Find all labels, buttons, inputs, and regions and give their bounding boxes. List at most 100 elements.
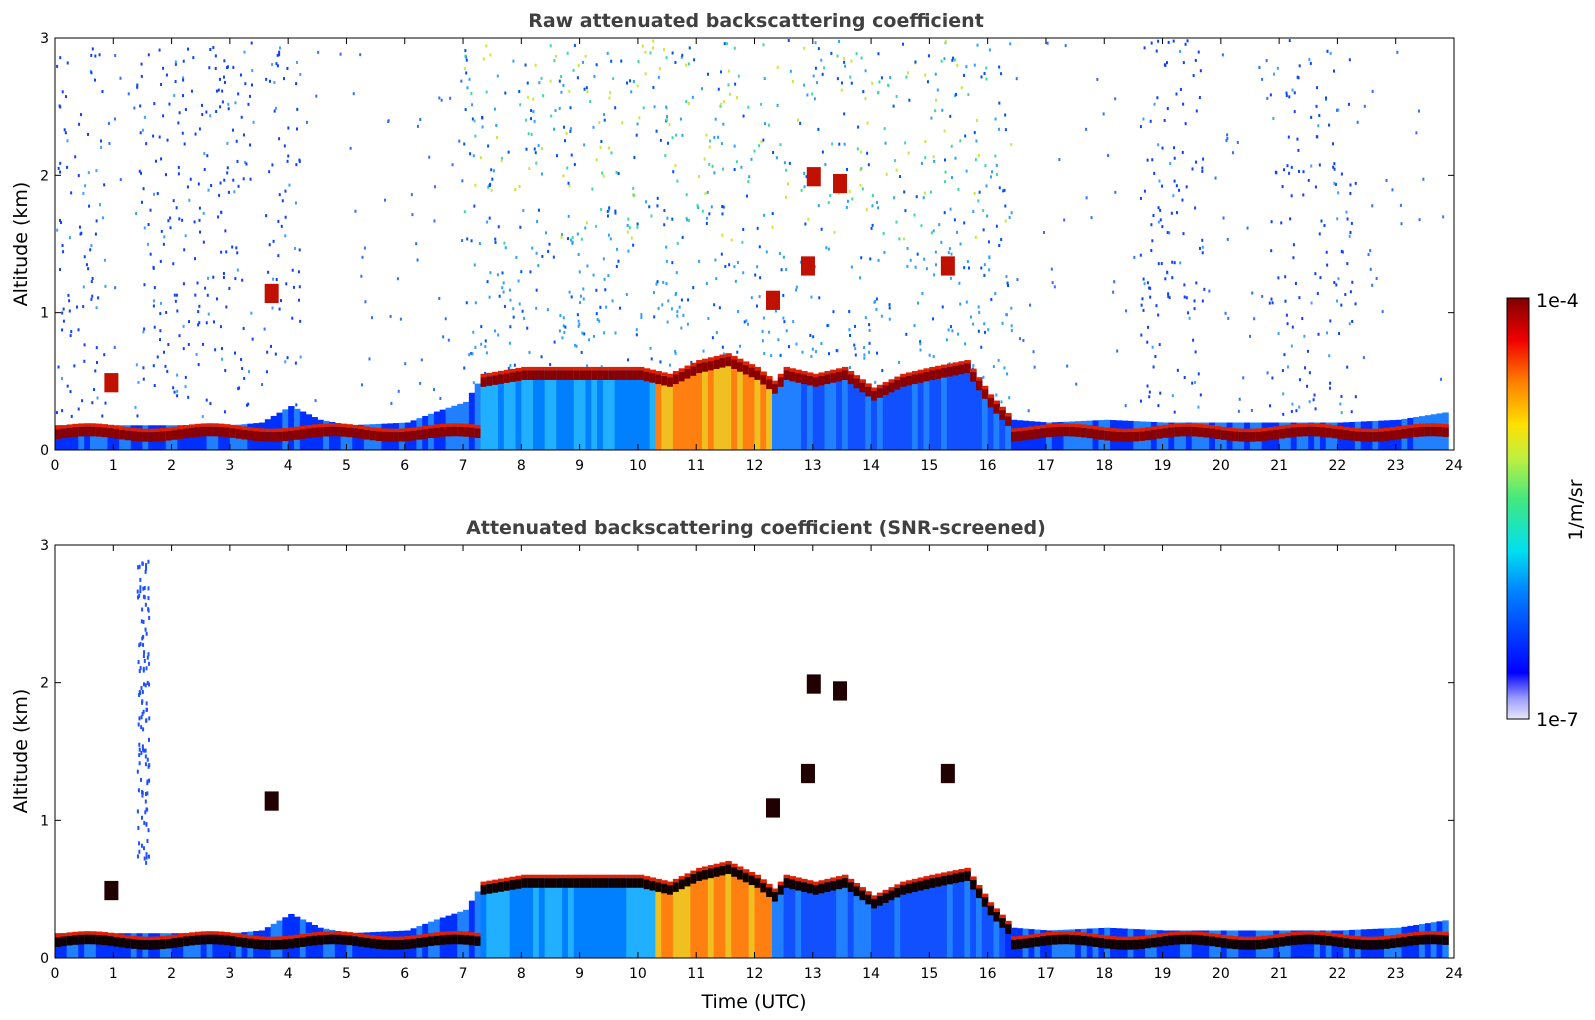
cloud-patch xyxy=(104,373,119,393)
noise-pixel xyxy=(148,682,151,687)
layer-edge-strip xyxy=(1395,934,1403,938)
noise-pixel xyxy=(91,401,94,405)
noise-pixel xyxy=(154,159,157,163)
noise-pixel xyxy=(1058,158,1061,162)
noise-pixel xyxy=(1183,283,1186,287)
layer-edge-strip xyxy=(1354,936,1362,940)
layer-edge-strip xyxy=(428,932,435,937)
noise-pixel xyxy=(250,41,253,45)
layer-band-strip xyxy=(871,898,878,909)
layer-band-strip xyxy=(1384,939,1391,949)
noise-pixel xyxy=(685,193,688,197)
noise-pixel xyxy=(383,198,386,202)
noise-pixel xyxy=(681,235,684,239)
noise-pixel xyxy=(479,156,482,160)
noise-pixel xyxy=(234,101,237,105)
layer-band-strip xyxy=(1261,431,1269,441)
noise-pixel xyxy=(182,324,185,328)
noise-pixel xyxy=(1313,393,1316,397)
noise-pixel xyxy=(595,158,598,162)
noise-pixel xyxy=(144,627,147,632)
noise-pixel xyxy=(668,363,671,367)
layer-edge-strip xyxy=(976,885,983,889)
layer-band-strip xyxy=(1314,934,1321,945)
noise-pixel xyxy=(600,140,603,144)
aerosol-strip xyxy=(334,931,342,958)
noise-pixel xyxy=(812,335,815,339)
noise-pixel xyxy=(1302,170,1305,174)
layer-band-strip xyxy=(754,370,761,380)
aerosol-strip xyxy=(952,870,960,958)
noise-pixel xyxy=(963,221,966,225)
noise-pixel xyxy=(602,174,605,178)
layer-edge-strip xyxy=(1080,932,1088,936)
noise-pixel xyxy=(176,394,179,398)
noise-pixel xyxy=(723,42,726,46)
layer-band-strip xyxy=(911,374,919,385)
aerosol-strip xyxy=(859,887,866,958)
aerosol-strip xyxy=(976,885,983,958)
layer-edge-strip xyxy=(317,931,324,936)
noise-pixel xyxy=(1124,404,1127,408)
noise-pixel xyxy=(565,131,568,135)
aerosol-strip xyxy=(964,360,971,450)
noise-pixel xyxy=(602,257,605,261)
layer-band-strip xyxy=(859,382,866,393)
noise-pixel xyxy=(1010,329,1013,333)
cloud-patch xyxy=(833,173,848,194)
layer-band-strip xyxy=(1395,937,1403,948)
aerosol-strip xyxy=(760,372,767,450)
noise-pixel xyxy=(988,268,991,272)
aerosol-strip xyxy=(608,875,616,958)
noise-pixel xyxy=(1005,275,1008,279)
layer-edge-strip xyxy=(1127,428,1134,433)
noise-pixel xyxy=(163,235,166,239)
noise-pixel xyxy=(173,94,176,98)
noise-pixel xyxy=(286,159,289,163)
noise-pixel xyxy=(1173,410,1176,414)
noise-pixel xyxy=(100,145,103,149)
noise-pixel xyxy=(703,157,706,161)
layer-band-strip xyxy=(556,878,563,888)
noise-pixel xyxy=(854,353,857,357)
layer-band-strip xyxy=(1086,428,1094,439)
noise-pixel xyxy=(868,350,871,354)
noise-pixel xyxy=(1199,393,1202,397)
noise-pixel xyxy=(843,57,846,61)
noise-pixel xyxy=(758,245,761,249)
layer-band-strip xyxy=(853,378,861,389)
layer-edge-strip xyxy=(84,931,91,935)
noise-pixel xyxy=(207,188,210,192)
noise-pixel xyxy=(156,192,159,196)
noise-pixel xyxy=(349,146,352,150)
noise-pixel xyxy=(142,187,145,191)
noise-pixel xyxy=(145,807,148,812)
layer-edge-strip xyxy=(1419,423,1426,427)
layer-edge-strip xyxy=(1063,423,1070,427)
layer-band-strip xyxy=(1197,935,1204,945)
layer-band-strip xyxy=(404,939,412,950)
noise-pixel xyxy=(195,352,198,356)
layer-band-strip xyxy=(95,934,103,945)
aerosol-strip xyxy=(532,875,540,958)
noise-pixel xyxy=(488,216,491,220)
noise-pixel xyxy=(1197,50,1200,54)
noise-pixel xyxy=(1159,208,1162,212)
layer-band-strip xyxy=(1209,428,1216,439)
aerosol-strip xyxy=(573,875,581,958)
noise-pixel xyxy=(829,193,832,197)
layer-edge-strip xyxy=(375,935,383,940)
noise-pixel xyxy=(519,103,522,107)
noise-pixel xyxy=(860,256,863,260)
noise-pixel xyxy=(721,345,724,349)
noise-pixel xyxy=(411,213,414,217)
noise-pixel xyxy=(1015,77,1018,81)
layer-edge-strip xyxy=(661,372,668,376)
noise-pixel xyxy=(789,69,792,73)
panel-raw: Raw attenuated backscattering coefficien… xyxy=(10,10,1463,474)
noise-pixel xyxy=(817,47,820,51)
aerosol-strip xyxy=(84,425,91,450)
noise-pixel xyxy=(226,166,229,170)
layer-band-strip xyxy=(1360,431,1368,442)
noise-pixel xyxy=(598,121,601,125)
